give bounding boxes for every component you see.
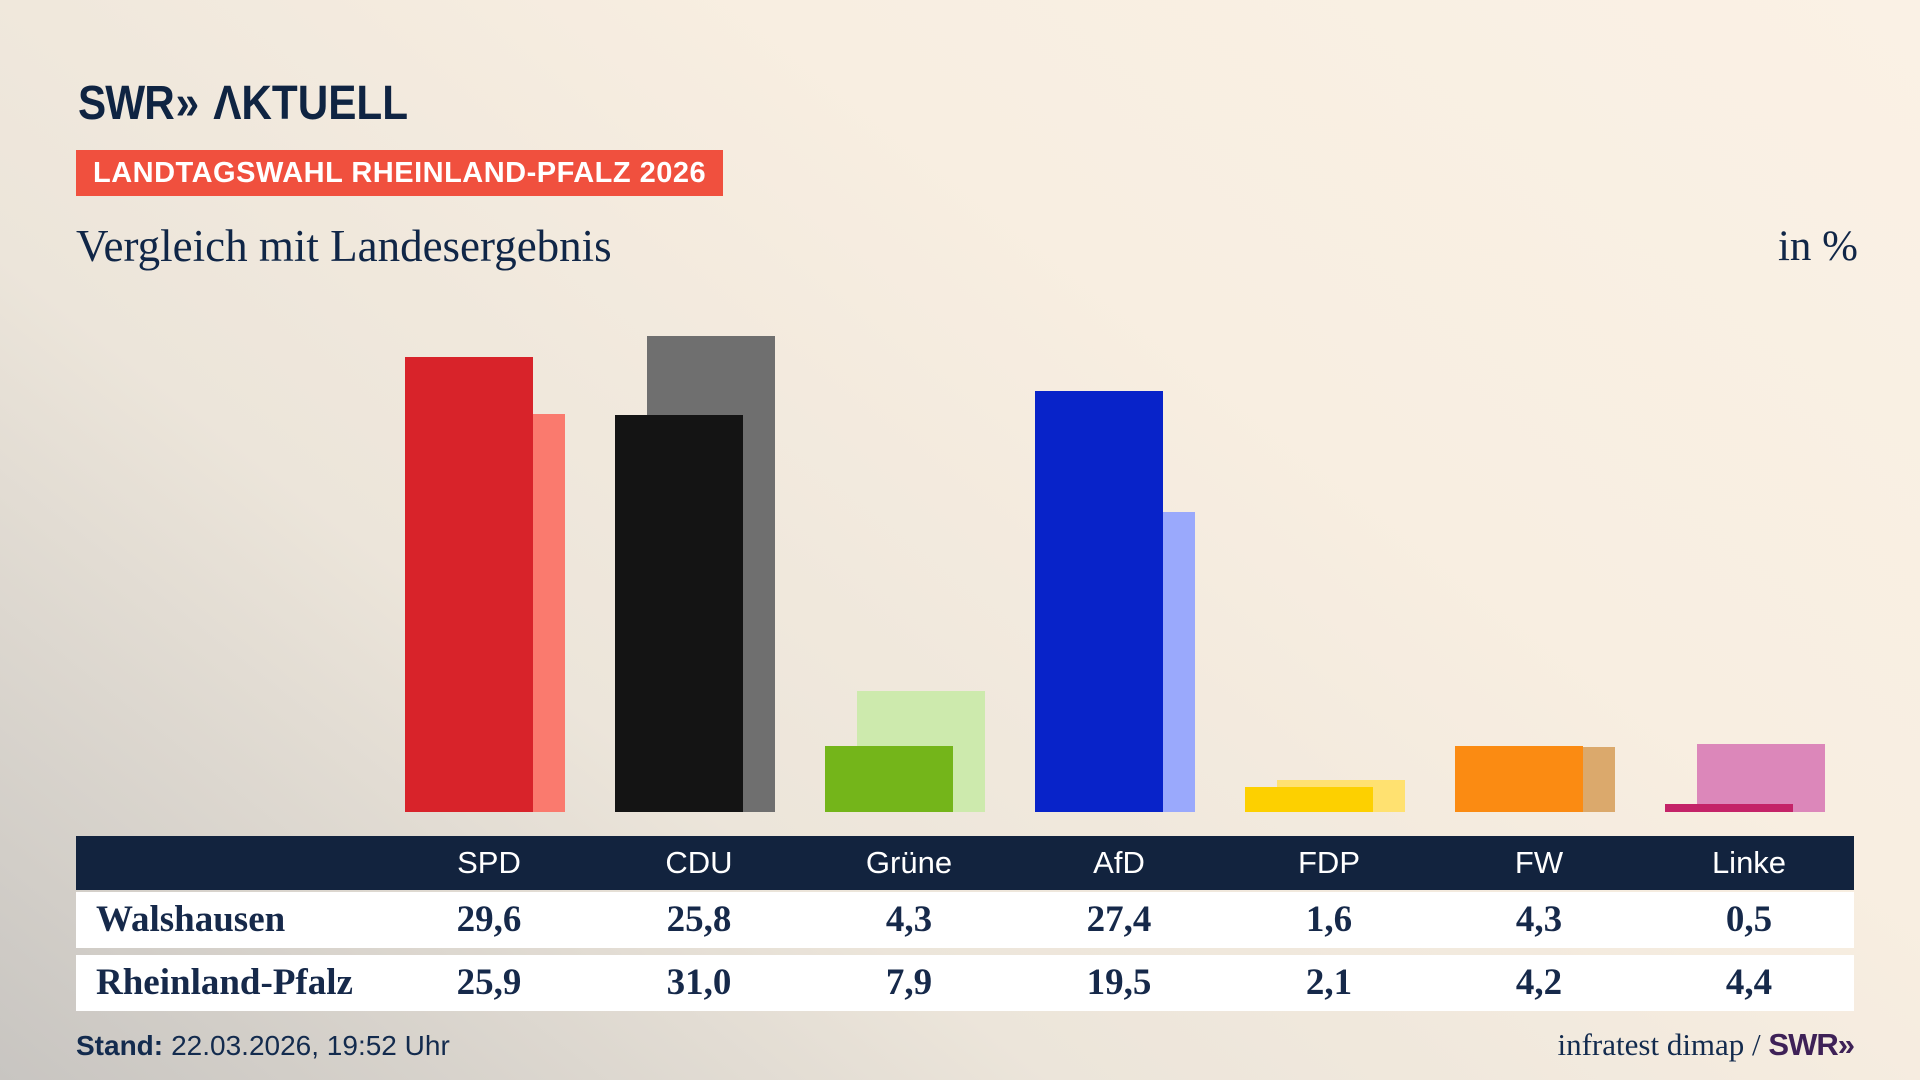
table-cell-walshausen-linke: 0,5 (1725, 899, 1773, 940)
table-cell-walshausen-gruene: 4,3 (885, 899, 933, 940)
chart-title: Vergleich mit Landesergebnis (76, 221, 612, 271)
table-header-cell-afd: AfD (1093, 845, 1145, 880)
unit-label: in % (1777, 223, 1858, 270)
table-cell-rheinland-pfalz-cdu: 31,0 (666, 962, 732, 1003)
table-cell-walshausen-cdu: 25,8 (666, 899, 732, 940)
election-badge: LANDTAGSWAHL RHEINLAND-PFALZ 2026 (76, 150, 724, 196)
logo-chevrons-icon: » (175, 77, 199, 130)
table-header-cell-cdu: CDU (665, 845, 733, 880)
table-cell-rheinland-pfalz-fdp: 2,1 (1305, 962, 1353, 1003)
source-credit: infratest dimap / SWR» (1558, 1027, 1855, 1063)
table-header-cell-linke: Linke (1711, 845, 1787, 880)
table-cell-rheinland-pfalz-linke: 4,4 (1725, 962, 1773, 1003)
table-header-empty-cell (76, 836, 384, 890)
timestamp: Stand: 22.03.2026, 19:52 Uhr (76, 1030, 450, 1062)
table-header-cell-gruene: Grüne (865, 845, 953, 880)
bar-walshausen-gruene (825, 745, 953, 812)
bar-walshausen-spd (405, 357, 533, 812)
timestamp-value: 22.03.2026, 19:52 Uhr (171, 1030, 450, 1061)
row-label-walshausen: Walshausen (96, 899, 286, 940)
table-row-walshausen: Walshausen 29,6 25,8 4,3 27,4 1,6 4,3 0,5 (76, 892, 1854, 948)
bar-rheinland-pfalz-linke (1697, 744, 1825, 812)
bar-walshausen-linke (1665, 804, 1793, 812)
table-header-cell-fw: FW (1514, 845, 1564, 880)
table-cell-rheinland-pfalz-spd: 25,9 (456, 962, 522, 1003)
swr-aktuell-logo: SWR» ΛKTUELL (78, 76, 408, 131)
table-cell-rheinland-pfalz-afd: 19,5 (1086, 962, 1152, 1003)
table-cell-walshausen-spd: 29,6 (456, 899, 522, 940)
results-table: SPD CDU Grüne AfD FDP FW Linke Walshausen 29,6 2… (76, 836, 1854, 1011)
row-label-rheinland-pfalz: Rheinland-Pfalz (96, 962, 353, 1003)
bar-walshausen-cdu (615, 415, 743, 812)
table-cell-walshausen-afd: 27,4 (1086, 899, 1152, 940)
table-header-cell-spd: SPD (457, 845, 521, 880)
logo-aktuell-text: ΛKTUELL (213, 77, 409, 130)
bar-walshausen-fdp (1245, 787, 1373, 812)
table-cell-rheinland-pfalz-gruene: 7,9 (885, 962, 933, 1003)
timestamp-label: Stand: (76, 1030, 164, 1061)
source-text: infratest dimap / (1557, 1027, 1769, 1062)
table-cell-walshausen-fdp: 1,6 (1305, 899, 1353, 940)
table-header-cell-fdp: FDP (1298, 845, 1360, 880)
table-header-row: SPD CDU Grüne AfD FDP FW Linke (76, 836, 1854, 890)
logo-swr-text: SWR (78, 77, 175, 130)
bar-walshausen-fw (1455, 745, 1583, 812)
source-swr-brand: SWR» (1768, 1027, 1855, 1062)
table-cell-walshausen-fw: 4,3 (1515, 899, 1563, 940)
table-row-rheinland-pfalz: Rheinland-Pfalz 25,9 31,0 7,9 19,5 2,1 4,2 4,4 (76, 955, 1854, 1011)
bar-walshausen-afd (1035, 390, 1163, 812)
table-cell-rheinland-pfalz-fw: 4,2 (1515, 962, 1563, 1003)
